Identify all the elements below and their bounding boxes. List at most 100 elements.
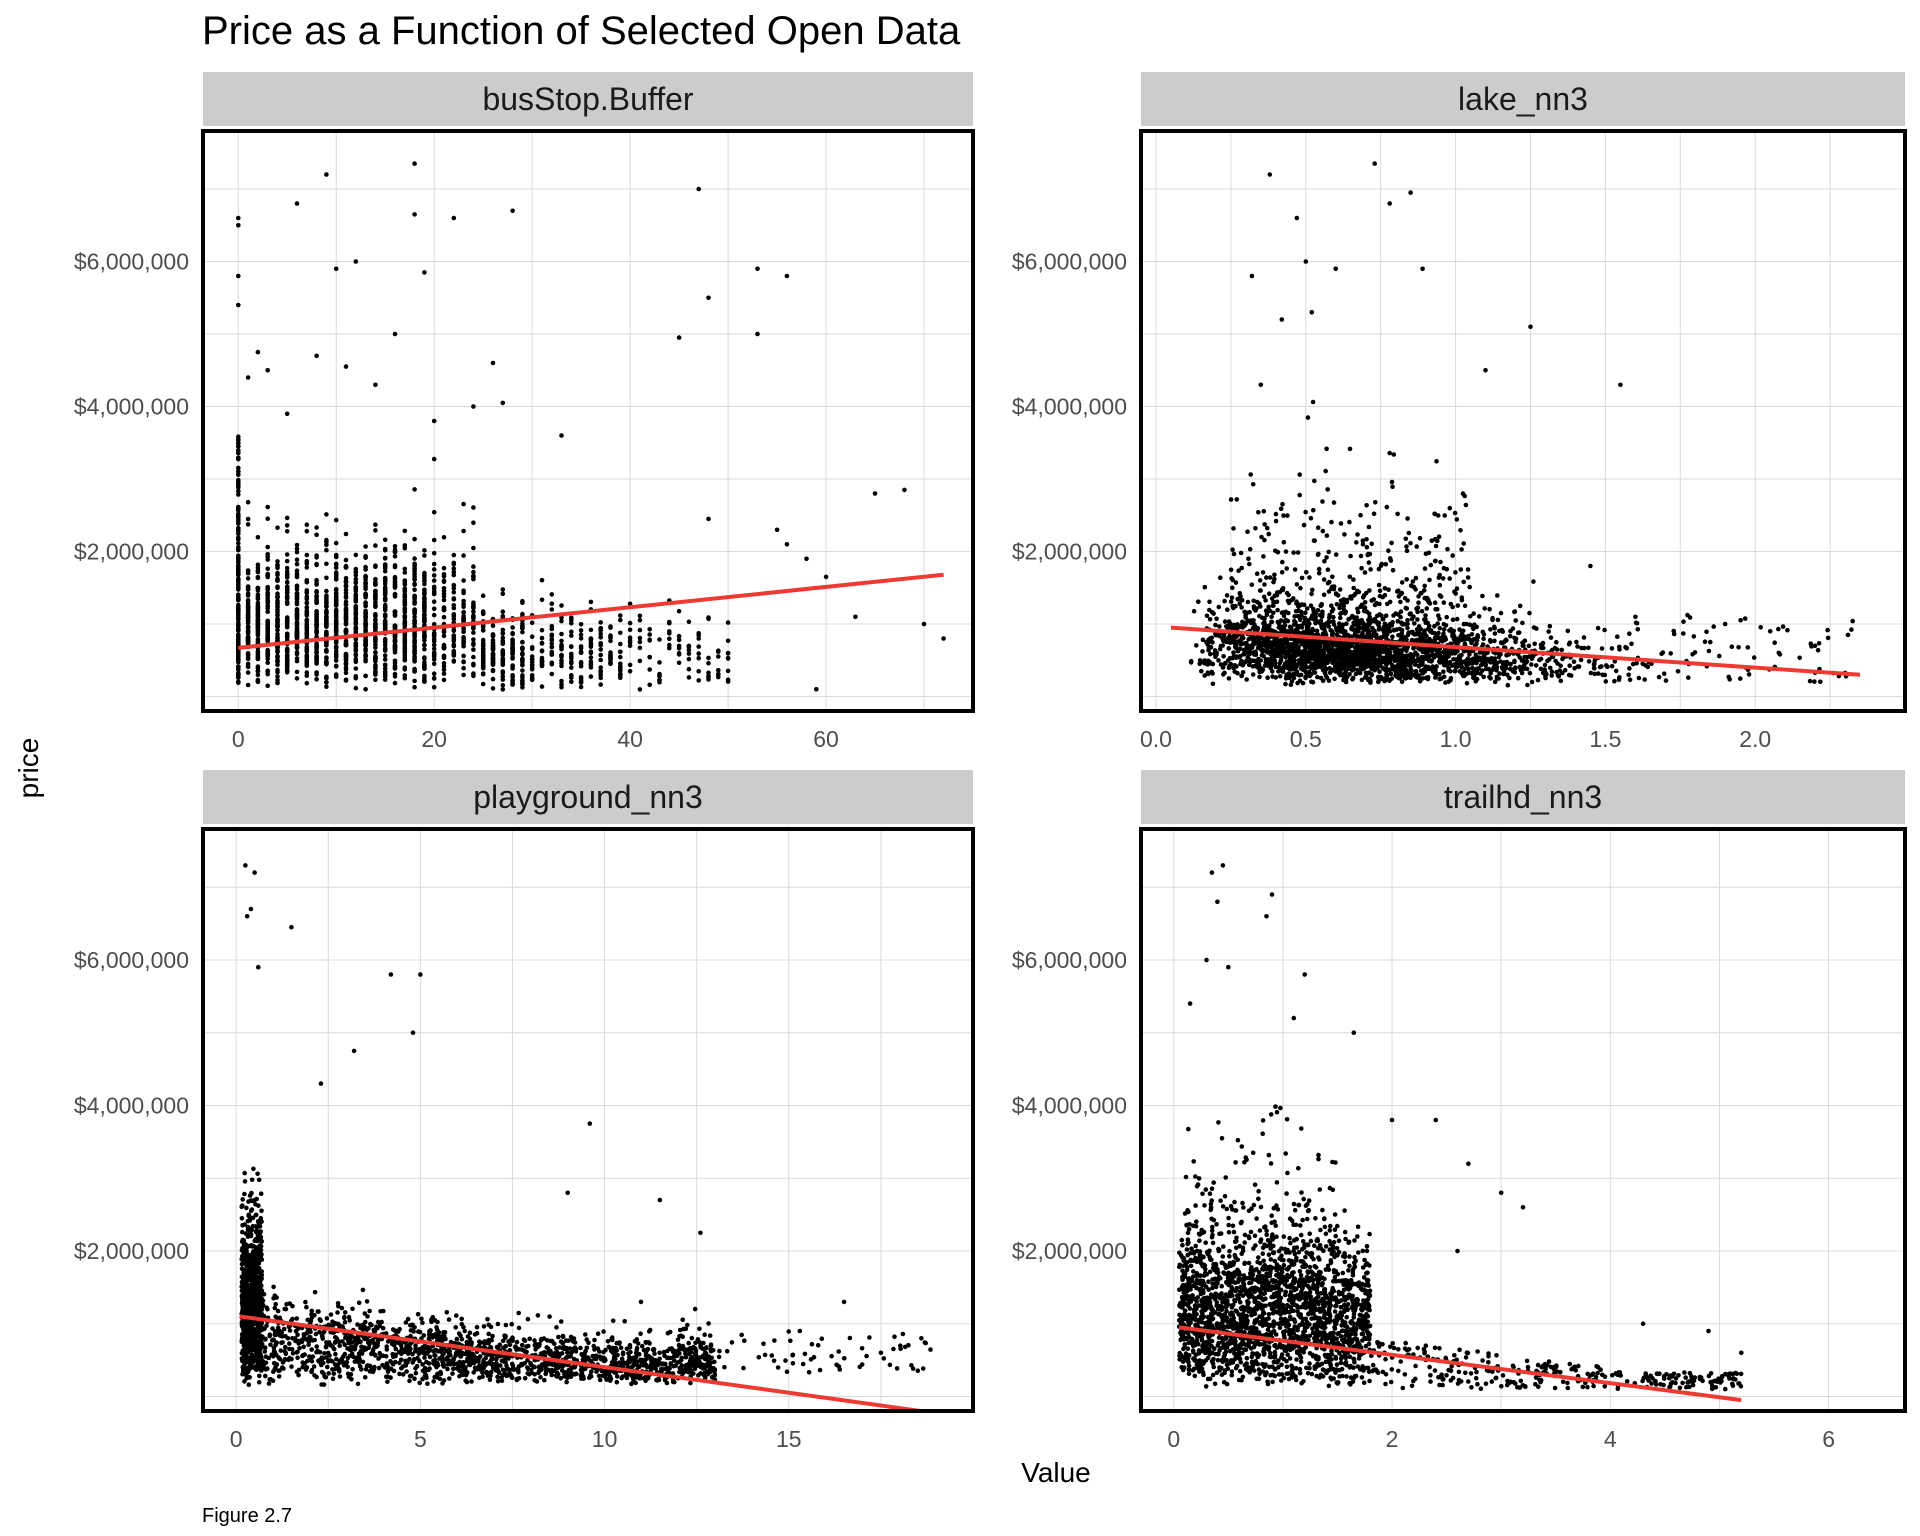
data-point [1251,598,1256,604]
data-point [618,613,623,618]
data-point [1675,669,1681,674]
data-point [716,649,721,654]
data-point [1542,662,1548,668]
data-point [1250,672,1256,677]
data-point [1338,521,1344,526]
data-point [382,653,388,658]
data-point [1364,544,1370,550]
data-point [1513,636,1519,641]
data-point [392,592,398,598]
data-point [294,676,300,681]
data-point [569,651,574,657]
data-point [1498,651,1503,657]
data-point [382,595,388,601]
data-point [872,491,878,496]
data-point [1309,591,1314,597]
data-point [1317,619,1323,624]
data-point [275,577,280,583]
data-point [1722,621,1728,627]
data-point [686,647,692,653]
data-point [1334,591,1339,597]
data-point [1597,664,1603,670]
data-point [363,584,368,589]
data-point [725,638,731,644]
data-point [236,504,241,510]
data-point [1303,675,1308,681]
data-point [1485,656,1491,662]
data-point [1327,657,1332,662]
data-point [1527,610,1532,616]
data-point [1227,656,1233,661]
data-point [1210,671,1215,676]
data-point [1200,649,1205,654]
data-point [284,615,290,620]
data-point [539,684,545,689]
data-point [569,665,574,670]
data-point [314,525,319,530]
data-point [1226,619,1232,624]
data-point [363,648,368,654]
data-point [392,609,398,614]
data-point [1492,638,1497,644]
data-point [255,636,261,642]
data-point [1298,585,1303,591]
data-point [431,537,437,543]
data-point [294,583,300,589]
data-point [294,607,300,612]
data-point [1411,672,1416,678]
data-point [294,620,300,625]
data-point [245,584,251,589]
data-point [1412,621,1417,626]
data-point [1377,657,1383,663]
data-point [412,669,417,674]
data-point [304,631,310,637]
data-point [1294,215,1300,221]
data-point [1369,598,1374,603]
data-point [1528,324,1533,330]
data-point [490,646,496,651]
data-point [1513,665,1518,670]
data-point [1395,618,1401,624]
data-point [373,564,378,570]
data-point [1438,636,1443,642]
data-point [1450,633,1455,639]
data-point [353,658,359,664]
data-point [1353,591,1358,597]
data-point [431,639,437,644]
data-point [1452,668,1458,674]
data-point [1384,672,1389,677]
data-point [402,646,408,652]
data-point [373,625,378,630]
data-point [1202,584,1208,590]
data-point [431,561,437,567]
facet-strip [1141,72,1905,126]
data-point [1199,668,1204,674]
data-point [1454,586,1460,591]
data-point [255,622,261,628]
data-point [1233,580,1239,585]
data-point [402,528,408,534]
data-point [1465,575,1471,580]
data-point [236,511,241,517]
data-point [382,612,388,617]
data-point [1228,599,1234,604]
data-point [1405,598,1410,603]
data-point [1318,675,1324,681]
data-point [1222,598,1227,604]
data-point [363,623,368,628]
x-tick-label: 0 [232,726,245,752]
data-point [588,642,594,648]
data-point [1430,630,1435,635]
data-point [539,648,545,654]
data-point [1797,655,1802,661]
data-point [1217,646,1223,652]
data-point [353,648,359,654]
data-point [1329,519,1334,525]
data-point [471,625,476,630]
x-tick-label: 20 [421,726,447,752]
data-point [578,632,584,637]
data-point [480,655,486,660]
data-point [1286,671,1292,677]
data-point [1571,659,1577,664]
data-point [1188,660,1194,665]
